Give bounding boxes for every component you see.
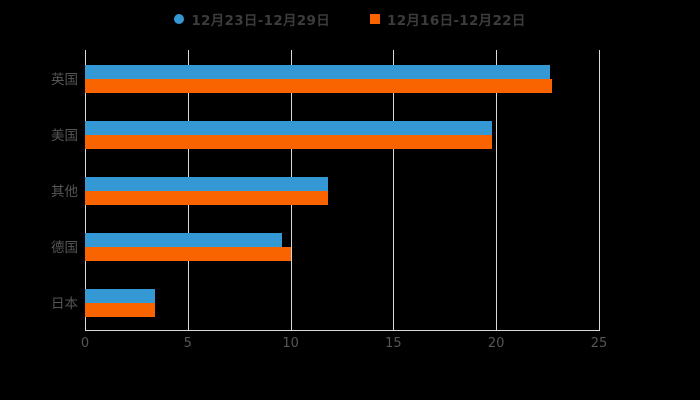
x-tick-label-0: 0 [80,336,90,351]
legend-label-series-1: 12月16日-12月22日 [387,13,526,29]
bar-3-series-1[interactable] [85,246,291,261]
gridline-x-15 [393,50,395,330]
x-tick-15 [393,325,395,330]
legend-item-series-0[interactable]: 12月23日-12月29日 [174,9,330,29]
y-tick-label-3: 德国 [51,240,78,256]
x-tick-label-15: 15 [385,336,402,351]
x-tick-label-5: 5 [183,336,192,351]
plot-area [85,50,600,330]
x-axis-line [85,330,600,331]
bar-0-series-1[interactable] [85,78,552,93]
bar-2-series-0[interactable] [85,176,328,191]
gridline-x-25 [599,50,600,330]
y-tick-label-2: 其他 [51,184,78,200]
bar-4-series-0[interactable] [85,288,155,303]
gridline-x-20 [496,50,498,330]
legend-circle-marker-icon [174,14,185,24]
x-tick-10 [290,325,292,330]
legend-label-series-0: 12月23日-12月29日 [191,13,330,29]
legend-item-series-1[interactable]: 12月16日-12月22日 [370,9,526,29]
x-tick-label-10: 10 [282,336,299,351]
y-tick-label-0: 英国 [51,72,78,88]
x-tick-5 [187,325,189,330]
y-tick-label-1: 美国 [51,128,78,144]
x-tick-25 [599,325,600,330]
bar-1-series-0[interactable] [85,120,493,135]
bar-1-series-1[interactable] [85,134,493,149]
bar-4-series-1[interactable] [85,302,155,317]
legend-square-marker-icon [370,14,380,24]
bar-3-series-0[interactable] [85,232,283,247]
x-tick-0 [85,325,86,330]
bar-0-series-0[interactable] [85,64,550,79]
bar-2-series-1[interactable] [85,190,328,205]
x-tick-20 [496,325,498,330]
y-tick-label-4: 日本 [51,296,78,312]
chart-legend: 12月23日-12月29日 12月16日-12月22日 [0,8,700,30]
x-tick-label-25: 25 [590,336,608,351]
x-tick-label-20: 20 [487,336,505,351]
